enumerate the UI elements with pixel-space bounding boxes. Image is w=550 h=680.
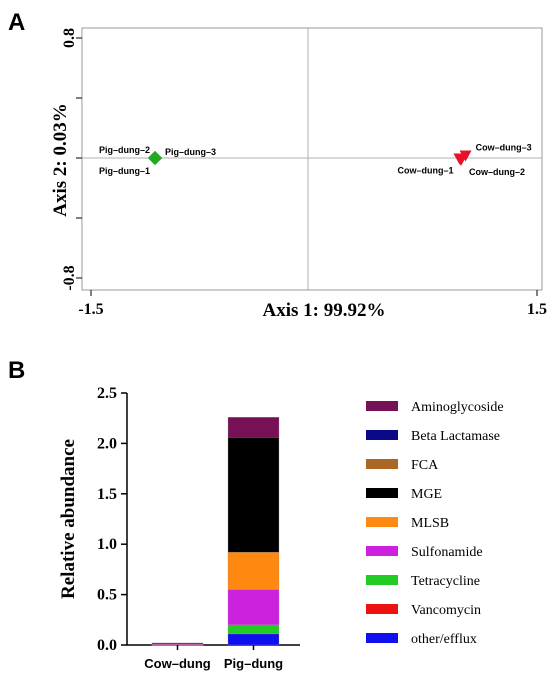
legend-swatch [366,517,398,527]
legend-swatch [366,430,398,440]
category-labels: Cow–dung Pig–dung [144,656,283,671]
legend-label: FCA [411,458,439,473]
bar-cow-dung-mge [151,642,204,644]
y-tick-label: 0.0 [97,637,117,654]
y-axis-title-b: Relative abundance [58,439,79,599]
legend-label: Sulfonamide [411,545,483,560]
bar-pig-dung-mge [227,437,280,553]
label-cow-dung-2: Cow–dung–2 [469,167,525,177]
x-axis-title: Axis 1: 99.92% [263,300,386,321]
category-label: Cow–dung [144,656,210,671]
legend: Aminoglycoside Beta Lactamase FCA MGE MLSB Su… [366,400,504,647]
point-cow-dung-3 [459,150,472,162]
y-tick-label: 0.8 [61,28,78,48]
legend-swatch [366,604,398,614]
legend-swatch [366,633,398,643]
data-points [148,150,472,166]
bar-pig-dung-mlsb [227,552,280,590]
bar-pig-dung-sulfonamide [227,589,280,625]
y-tick-label: 2.0 [97,435,117,452]
x-tick-label: 1.5 [527,301,547,318]
label-pig-dung-2: Pig–dung–2 [99,145,150,155]
legend-swatch [366,546,398,556]
legend-label: Aminoglycoside [411,400,504,415]
legend-label: Vancomycin [411,603,481,618]
y-tick-label: 2.5 [97,385,117,402]
legend-label: MGE [411,487,442,502]
legend-label: Beta Lactamase [411,429,500,444]
label-pig-dung-3: Pig–dung–3 [165,147,216,157]
legend-swatch [366,488,398,498]
y-axis-ticks: 0.0 0.5 1.0 1.5 2.0 2.5 [97,385,127,654]
label-cow-dung-3: Cow–dung–3 [476,143,532,153]
point-pig-dung-3 [148,151,162,165]
bar-pig-dung-aminoglycoside [227,417,280,438]
legend-swatch [366,575,398,585]
y-tick-label: -0.8 [61,265,78,290]
panel-b-letter: B [8,357,25,384]
legend-swatch [366,401,398,411]
bar-pig-dung-tetracycline [227,624,280,635]
stacked-bar-chart: 0.0 0.5 1.0 1.5 2.0 2.5 Cow–dung Pig–dung Rela… [58,385,504,671]
y-tick-label: 0.5 [97,587,117,604]
y-tick-label: 1.0 [97,536,117,553]
y-tick-label: 1.5 [97,486,117,503]
panel-a-letter: A [8,9,25,36]
legend-label: other/efflux [411,632,477,647]
bars [151,417,280,650]
label-pig-dung-1: Pig–dung–1 [99,166,150,176]
legend-label: MLSB [411,516,449,531]
plot-frame [81,27,543,291]
x-tick-label: -1.5 [78,301,103,318]
legend-swatch [366,459,398,469]
y-axis-title: Axis 2: 0.03% [50,103,71,216]
point-labels: Pig–dung–1 Pig–dung–2 Pig–dung–3 Cow–dung–1… [99,143,532,178]
bar-pig-dung-other-efflux [227,633,280,646]
axis-ticks: 0.8 -0.8-1.5 1.5 [61,28,547,318]
legend-label: Tetracycline [411,574,480,589]
label-cow-dung-1: Cow–dung–1 [397,166,453,176]
category-label: Pig–dung [224,656,283,671]
